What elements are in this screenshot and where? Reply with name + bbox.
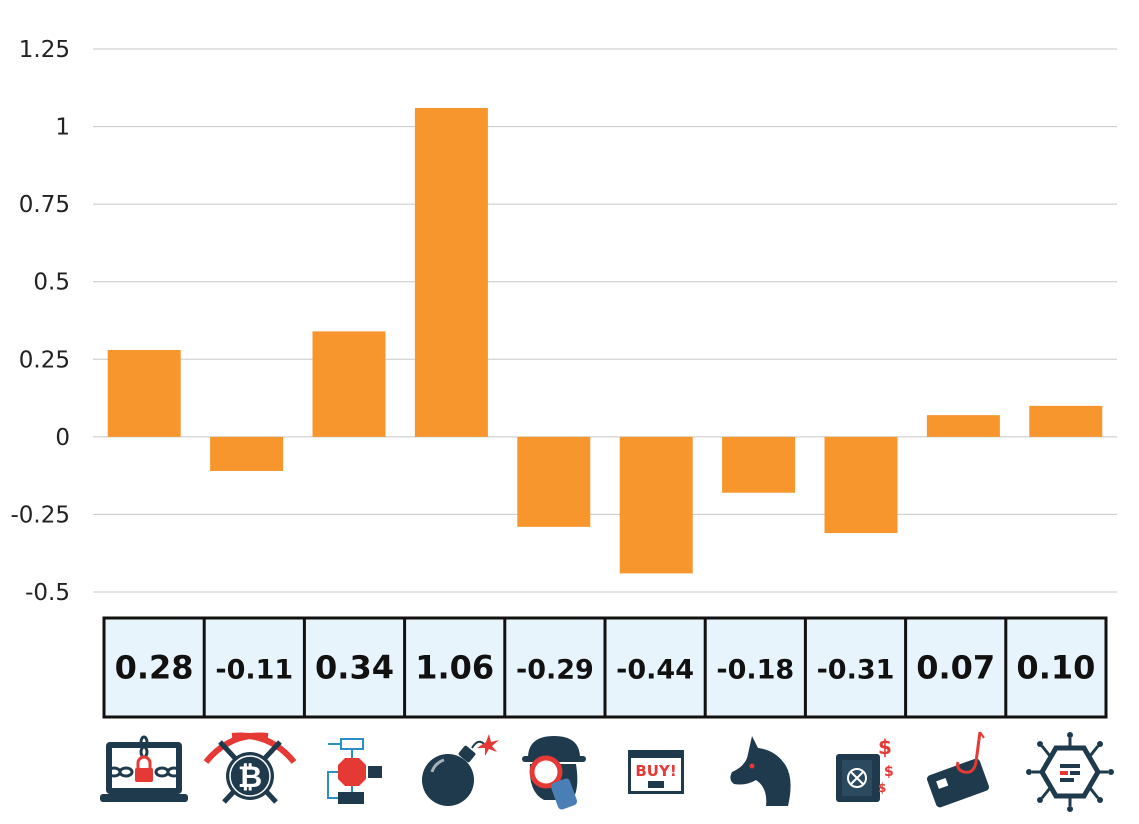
table-value-cell: -0.44 — [616, 655, 694, 686]
ransomware-laptop-icon — [100, 735, 188, 802]
bar — [926, 415, 1000, 437]
category-icons: ₿ — [100, 731, 1114, 812]
spy-magnifier-icon — [522, 736, 586, 810]
credit-card-phishing-icon — [927, 731, 989, 808]
svg-text:₿: ₿ — [238, 760, 262, 795]
bar — [210, 436, 284, 471]
safe-money-icon: $ $ $ — [836, 735, 894, 802]
svg-text:$: $ — [878, 781, 886, 795]
buy-popup-adware-icon: BUY! — [628, 750, 684, 794]
y-tick-label: 0.75 — [19, 192, 70, 218]
bar — [824, 436, 898, 534]
value-table: 0.28 -0.11 0.34 1.06 -0.29 -0.44 -0.18 -0.31 0.0… — [102, 616, 1108, 719]
bars — [107, 107, 1103, 574]
table-value-cell: -0.29 — [516, 655, 594, 686]
y-tick-label: 1.25 — [19, 37, 70, 63]
table-value-cell: -0.11 — [215, 655, 293, 686]
y-tick-label: 1 — [55, 115, 70, 141]
y-axis-tick-labels: 1.25 1 0.75 0.5 0.25 0 -0.25 -0.5 — [10, 37, 70, 606]
bomb-icon — [422, 734, 499, 806]
trojan-horse-icon — [730, 736, 791, 806]
y-tick-label: 0.25 — [19, 347, 70, 373]
table-value-cell: 1.06 — [415, 649, 494, 687]
grid — [93, 48, 1117, 593]
svg-text:$: $ — [884, 764, 894, 780]
y-tick-label: -0.5 — [25, 580, 70, 606]
bar — [1029, 405, 1103, 437]
y-tick-label: 0.5 — [33, 270, 70, 296]
bar — [414, 107, 488, 437]
table-value-cell: 0.34 — [315, 649, 394, 687]
virus-bot-icon — [1026, 732, 1114, 812]
y-tick-label: 0 — [55, 425, 70, 451]
table-value-cell: 0.07 — [916, 649, 995, 687]
bar — [312, 331, 386, 437]
flowchart-stop-icon — [327, 738, 382, 804]
bar — [619, 436, 693, 574]
bitcoin-mining-icon: ₿ — [203, 732, 297, 804]
bar — [722, 436, 796, 493]
table-value-cell: -0.31 — [817, 655, 895, 686]
y-tick-label: -0.25 — [10, 502, 70, 528]
table-value-cell: -0.18 — [716, 655, 794, 686]
bar — [517, 436, 591, 527]
table-value-cell: 0.28 — [115, 649, 194, 687]
table-value-cell: 0.10 — [1016, 649, 1095, 687]
svg-text:$: $ — [878, 735, 892, 759]
svg-text:BUY!: BUY! — [635, 762, 676, 780]
bar — [107, 349, 181, 437]
